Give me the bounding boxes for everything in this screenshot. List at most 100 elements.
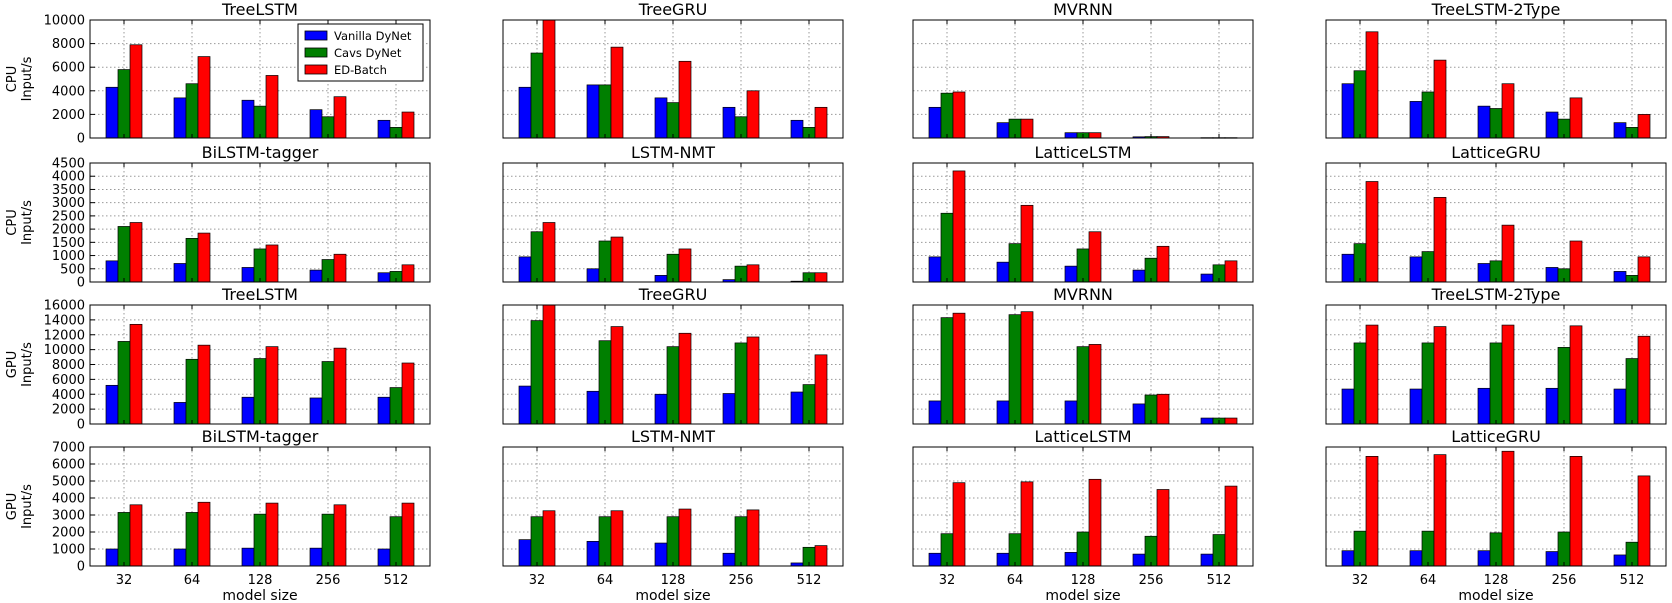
- bar-vanilla-dynet: Vanilla DyNet 128: 2700: [1477, 105, 1491, 139]
- x-tick-label: 64: [1007, 573, 1024, 588]
- bar-ed-batch: ED-Batch 512: 2600: [814, 106, 828, 139]
- bar-ed-batch: ED-Batch 128: 5100: [1088, 478, 1102, 567]
- bar-vanilla-dynet: Vanilla DyNet 512: 300: [1200, 273, 1214, 283]
- bar-vanilla-dynet: Vanilla DyNet 256: 450: [1132, 269, 1146, 283]
- bar-ed-batch: ED-Batch 32: 2250: [129, 222, 143, 283]
- panel-15: Vanilla DyNet 32: 750 Vanilla DyNet 64: 7…: [912, 427, 1254, 603]
- bar-vanilla-dynet: Vanilla DyNet 256: 4800: [1545, 387, 1559, 425]
- bar-cavs-dynet: Cavs DyNet 256: 1750: [1144, 535, 1158, 567]
- bar-cavs-dynet: Cavs DyNet 256: 8400: [321, 361, 335, 425]
- bar-cavs-dynet: Cavs DyNet 64: 1450: [1008, 243, 1022, 283]
- bar-vanilla-dynet: Vanilla DyNet 128: 3100: [1064, 400, 1078, 425]
- bar-ed-batch: ED-Batch 512: 9300: [814, 354, 828, 425]
- bar-cavs-dynet: Cavs DyNet 128: 2700: [253, 105, 267, 139]
- bar-ed-batch: ED-Batch 128: 6750: [1501, 450, 1515, 567]
- bar-cavs-dynet: Cavs DyNet 128: 1950: [1489, 532, 1503, 567]
- bar-vanilla-dynet: Vanilla DyNet 64: 3400: [173, 97, 187, 139]
- bar-vanilla-dynet: Vanilla DyNet 128: 250: [654, 275, 668, 283]
- bar-cavs-dynet: Cavs DyNet 32: 1900: [530, 231, 544, 283]
- bar-ed-batch: ED-Batch 128: 12200: [678, 332, 692, 425]
- bar-ed-batch: ED-Batch 512: 1200: [814, 545, 828, 567]
- y-tick-label: 2500: [52, 209, 85, 224]
- bar-vanilla-dynet: Vanilla DyNet 32: 4700: [1341, 388, 1355, 425]
- bar-ed-batch: ED-Batch 64: 3750: [197, 501, 211, 567]
- bar-ed-batch: ED-Batch 64: 6600: [1433, 59, 1447, 139]
- bar-cavs-dynet: Cavs DyNet 512: 5300: [802, 384, 816, 425]
- bar-ed-batch: ED-Batch 32: 3800: [1365, 181, 1379, 283]
- bar-vanilla-dynet: Vanilla DyNet 32: 950: [518, 256, 532, 283]
- bar-vanilla-dynet: Vanilla DyNet 64: 1000: [173, 548, 187, 567]
- bar-cavs-dynet: Cavs DyNet 128: 3050: [253, 513, 267, 567]
- bar-ed-batch: ED-Batch 64: 10600: [197, 344, 211, 425]
- bar-vanilla-dynet: Vanilla DyNet 64: 4400: [586, 390, 600, 425]
- bar-ed-batch: ED-Batch 128: 1900: [1088, 231, 1102, 283]
- panel-9: Vanilla DyNet 32: 5200 Vanilla DyNet 64: …: [5, 285, 431, 433]
- y-axis-label-unit: Input/s: [20, 484, 35, 529]
- bar-vanilla-dynet: Vanilla DyNet 128: 450: [1064, 132, 1078, 139]
- bar-vanilla-dynet: Vanilla DyNet 32: 4300: [518, 86, 532, 139]
- panel-8: Vanilla DyNet 32: 1050 Vanilla DyNet 64: …: [1325, 143, 1667, 283]
- bar-vanilla-dynet: Vanilla DyNet 256: 2400: [309, 109, 323, 139]
- panel-title: TreeLSTM: [221, 0, 298, 19]
- y-tick-label: 2000: [52, 403, 85, 418]
- panel-title: LatticeLSTM: [1035, 427, 1132, 446]
- bar-vanilla-dynet: Vanilla DyNet 128: 700: [1477, 263, 1491, 283]
- bar-vanilla-dynet: Vanilla DyNet 128: 900: [1477, 550, 1491, 567]
- x-tick-label: 256: [1139, 573, 1164, 588]
- bar-cavs-dynet: Cavs DyNet 32: 1450: [1353, 243, 1367, 283]
- y-tick-label: 0: [77, 418, 85, 433]
- bar-vanilla-dynet: Vanilla DyNet 64: 750: [996, 552, 1010, 567]
- bar-vanilla-dynet: Vanilla DyNet 64: 3100: [996, 400, 1010, 425]
- bar-ed-batch: ED-Batch 32: 13400: [129, 323, 143, 425]
- bar-ed-batch: ED-Batch 512: 8200: [401, 362, 415, 425]
- bar-ed-batch: ED-Batch 512: 4700: [1224, 485, 1238, 567]
- bar-vanilla-dynet: Vanilla DyNet 64: 2900: [173, 402, 187, 425]
- bar-vanilla-dynet: Vanilla DyNet 32: 800: [105, 260, 119, 283]
- bar-cavs-dynet: Cavs DyNet 32: 10900: [1353, 342, 1367, 425]
- bar-vanilla-dynet: Vanilla DyNet 512: 4700: [1613, 388, 1627, 425]
- panel-title: MVRNN: [1053, 285, 1113, 304]
- bar-cavs-dynet: Cavs DyNet 512: 1850: [1212, 534, 1226, 567]
- y-axis-label-device: CPU: [5, 209, 20, 235]
- bar-cavs-dynet: Cavs DyNet 128: 2000: [1076, 531, 1090, 567]
- x-tick-label: 128: [1071, 573, 1096, 588]
- bar-ed-batch: ED-Batch 64: 3200: [1433, 197, 1447, 283]
- bar-ed-batch: ED-Batch 512: 3700: [401, 502, 415, 567]
- bar-cavs-dynet: Cavs DyNet 512: 2900: [389, 516, 403, 567]
- bar-vanilla-dynet: Vanilla DyNet 256: 4100: [722, 393, 736, 425]
- bar-ed-batch: ED-Batch 64: 2900: [1020, 204, 1034, 283]
- bar-ed-batch: ED-Batch 64: 1850: [197, 232, 211, 283]
- bar-ed-batch: ED-Batch 64: 3250: [610, 510, 624, 567]
- bar-vanilla-dynet: Vanilla DyNet 128: 4000: [654, 393, 668, 425]
- bar-vanilla-dynet: Vanilla DyNet 128: 4800: [1477, 387, 1491, 425]
- bar-ed-batch: ED-Batch 128: 3350: [678, 508, 692, 567]
- x-axis-label: model size: [1458, 588, 1533, 603]
- x-tick-label: 512: [384, 573, 409, 588]
- bar-ed-batch: ED-Batch 256: 4000: [1156, 393, 1170, 425]
- bar-cavs-dynet: Cavs DyNet 128: 8800: [253, 358, 267, 425]
- y-tick-label: 1500: [52, 236, 85, 251]
- bar-vanilla-dynet: Vanilla DyNet 64: 3100: [1409, 101, 1423, 139]
- bar-vanilla-dynet: Vanilla DyNet 128: 1050: [241, 547, 255, 567]
- bar-cavs-dynet: Cavs DyNet 32: 3150: [117, 512, 131, 567]
- x-tick-label: 64: [1420, 573, 1437, 588]
- panel-title: LatticeLSTM: [1035, 143, 1132, 162]
- bar-cavs-dynet: Cavs DyNet 64: 8700: [185, 358, 199, 425]
- bar-ed-batch: ED-Batch 256: 6450: [1569, 456, 1583, 567]
- y-tick-label: 2000: [52, 223, 85, 238]
- x-axis-label: model size: [635, 588, 710, 603]
- bar-ed-batch: ED-Batch 32: 7900: [129, 44, 143, 139]
- y-tick-label: 10000: [44, 343, 85, 358]
- panel-title: TreeLSTM-2Type: [1431, 0, 1561, 19]
- bar-ed-batch: ED-Batch 32: 3900: [952, 91, 966, 139]
- bar-ed-batch: ED-Batch 32: 3250: [542, 510, 556, 567]
- bar-cavs-dynet: Cavs DyNet 256: 10900: [734, 342, 748, 425]
- bar-vanilla-dynet: Vanilla DyNet 64: 900: [1409, 550, 1423, 567]
- bar-cavs-dynet: Cavs DyNet 128: 1250: [1076, 248, 1090, 283]
- bar-ed-batch: ED-Batch 128: 450: [1088, 132, 1102, 139]
- bar-vanilla-dynet: Vanilla DyNet 512: 4300: [790, 391, 804, 425]
- bar-vanilla-dynet: Vanilla DyNet 32: 900: [1341, 550, 1355, 567]
- bar-cavs-dynet: Cavs DyNet 128: 1050: [666, 253, 680, 283]
- y-tick-label: 4500: [52, 157, 85, 172]
